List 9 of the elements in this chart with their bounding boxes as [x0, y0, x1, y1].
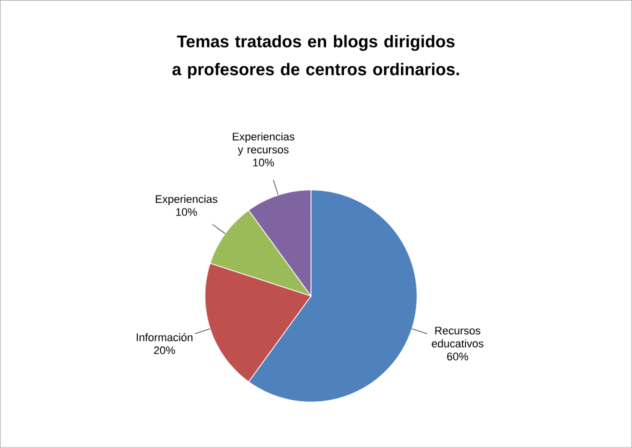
data-label: 20% — [154, 346, 176, 354]
data-label: 10% — [176, 208, 197, 216]
chart-title: Temas tratados en blogs dirigidos a profesores de centros ordinarios. — [172, 35, 459, 79]
slice-label: Recursos educativos — [432, 326, 484, 348]
slice-label: Información — [136, 333, 192, 342]
slice-label: Experiencias y recursos — [232, 132, 294, 156]
slice-label: Experiencias — [156, 194, 218, 206]
data-label: 10% — [253, 158, 274, 166]
data-label: 60% — [447, 352, 468, 360]
